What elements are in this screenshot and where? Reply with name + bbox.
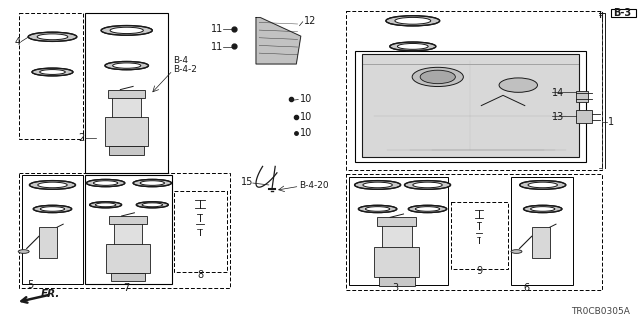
Text: 5: 5 <box>28 280 34 290</box>
Ellipse shape <box>358 205 397 212</box>
Ellipse shape <box>524 205 562 212</box>
Ellipse shape <box>105 61 148 70</box>
Bar <box>346 11 602 170</box>
Ellipse shape <box>412 67 463 86</box>
Text: 9: 9 <box>476 266 483 276</box>
Ellipse shape <box>95 203 116 207</box>
Bar <box>105 117 148 146</box>
Text: TR0CB0305A: TR0CB0305A <box>572 307 630 316</box>
Ellipse shape <box>355 180 401 189</box>
Ellipse shape <box>101 26 152 35</box>
Text: 15: 15 <box>241 177 253 188</box>
Text: 10: 10 <box>300 93 312 104</box>
Bar <box>106 244 150 273</box>
Bar <box>109 216 147 224</box>
Text: B-4: B-4 <box>173 56 188 65</box>
Bar <box>377 217 417 226</box>
Ellipse shape <box>133 180 172 187</box>
Bar <box>114 221 143 278</box>
Ellipse shape <box>29 180 76 189</box>
Polygon shape <box>256 18 301 64</box>
Text: 10: 10 <box>300 128 312 138</box>
Text: 12: 12 <box>304 16 316 26</box>
Ellipse shape <box>520 180 566 189</box>
Text: B-4-2: B-4-2 <box>173 65 196 74</box>
Ellipse shape <box>40 207 65 211</box>
Text: 6: 6 <box>523 283 529 293</box>
Ellipse shape <box>28 32 77 41</box>
Bar <box>379 277 415 286</box>
Ellipse shape <box>32 68 73 76</box>
Text: 7: 7 <box>123 283 129 293</box>
Bar <box>349 177 448 285</box>
Text: 3: 3 <box>392 283 399 293</box>
Ellipse shape <box>90 202 122 208</box>
Bar <box>374 247 419 277</box>
Bar <box>85 13 168 173</box>
Ellipse shape <box>38 182 67 188</box>
Ellipse shape <box>40 69 65 75</box>
Ellipse shape <box>365 207 390 211</box>
Text: B-3: B-3 <box>613 8 631 18</box>
Text: 8: 8 <box>197 269 204 280</box>
Bar <box>346 174 602 290</box>
Ellipse shape <box>37 34 68 40</box>
Ellipse shape <box>110 27 143 34</box>
Bar <box>451 202 508 269</box>
Bar <box>532 227 550 258</box>
Bar <box>511 177 573 285</box>
Ellipse shape <box>531 207 555 211</box>
Text: FR.: FR. <box>40 289 60 299</box>
Bar <box>85 175 172 284</box>
Bar <box>19 13 83 139</box>
Ellipse shape <box>113 63 141 68</box>
Bar <box>22 175 83 284</box>
Ellipse shape <box>413 182 442 188</box>
Ellipse shape <box>390 42 436 51</box>
Bar <box>576 91 588 102</box>
Text: 14: 14 <box>552 88 564 98</box>
Ellipse shape <box>499 78 538 92</box>
Ellipse shape <box>93 181 118 185</box>
Ellipse shape <box>528 182 557 188</box>
Ellipse shape <box>511 250 522 253</box>
Ellipse shape <box>397 44 428 49</box>
Ellipse shape <box>18 250 29 253</box>
Ellipse shape <box>420 70 456 84</box>
Ellipse shape <box>33 205 72 212</box>
Bar <box>576 110 592 123</box>
Bar <box>19 173 230 288</box>
Ellipse shape <box>395 17 431 24</box>
Ellipse shape <box>408 205 447 212</box>
Text: 11: 11 <box>211 42 223 52</box>
Text: 11: 11 <box>211 24 223 34</box>
Bar <box>39 227 57 258</box>
Ellipse shape <box>86 180 125 187</box>
Ellipse shape <box>140 181 164 185</box>
Bar <box>108 90 145 98</box>
Text: 1: 1 <box>608 116 614 127</box>
Text: 13: 13 <box>552 112 564 122</box>
Text: B-4-20: B-4-20 <box>300 181 329 190</box>
Text: 10: 10 <box>300 112 312 122</box>
Ellipse shape <box>415 207 440 211</box>
Text: 4: 4 <box>15 36 21 47</box>
Bar <box>174 191 227 272</box>
Bar <box>355 51 586 162</box>
Ellipse shape <box>386 16 440 26</box>
Ellipse shape <box>136 202 168 208</box>
Ellipse shape <box>404 180 451 189</box>
Bar <box>362 54 579 157</box>
Bar <box>113 94 141 152</box>
Bar <box>111 273 145 281</box>
Bar <box>611 9 636 17</box>
Bar <box>109 146 144 155</box>
Bar <box>381 222 412 283</box>
Ellipse shape <box>363 182 392 188</box>
Text: 2: 2 <box>79 132 85 143</box>
Ellipse shape <box>142 203 163 207</box>
